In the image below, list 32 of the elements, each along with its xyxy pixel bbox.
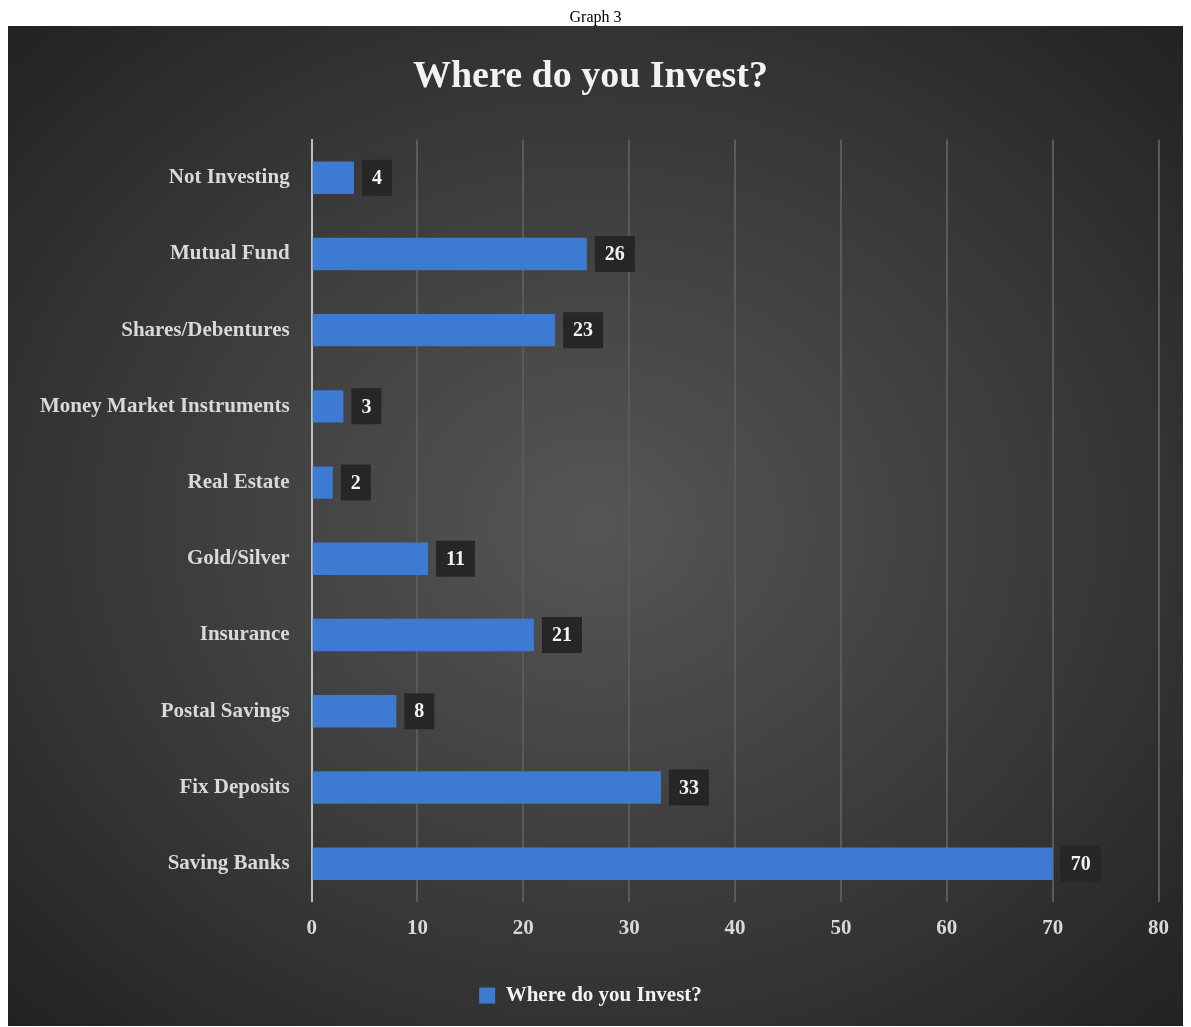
data-label: 4 [371,165,382,188]
y-tick-label: Postal Savings [160,697,290,722]
y-tick-label: Gold/Silver [186,545,290,570]
y-tick-label: Shares/Debentures [121,316,290,341]
y-tick-label: Real Estate [187,469,290,494]
x-tick-label: 50 [830,914,852,939]
x-tick-label: 40 [724,914,746,939]
x-tick-label: 10 [406,914,428,939]
y-tick-label: Money Market Instruments [39,392,290,417]
x-tick-label: 60 [936,914,958,939]
data-label: 21 [551,623,572,646]
data-label: 33 [678,775,699,798]
data-label: 26 [604,242,625,265]
x-tick-label: 30 [618,914,640,939]
x-tick-label: 70 [1042,914,1064,939]
chart-title: Where do you Invest? [412,52,769,95]
x-tick-label: 0 [306,914,317,939]
data-label: 23 [573,318,594,341]
data-label: 11 [446,546,465,569]
data-label: 2 [350,470,361,493]
y-tick-label: Saving Banks [167,850,290,875]
y-tick-label: Insurance [199,621,290,646]
y-tick-label: Fix Deposits [179,773,290,798]
legend-label: Where do you Invest? [505,981,702,1006]
data-label: 8 [414,699,425,722]
caption: Graph 3 [568,8,623,26]
data-label: 3 [361,394,372,417]
x-tick-label: 80 [1148,914,1169,939]
x-tick-label: 20 [512,914,534,939]
y-tick-label: Not Investing [168,164,291,189]
data-label: 70 [1070,851,1091,874]
y-tick-label: Mutual Fund [170,240,290,265]
